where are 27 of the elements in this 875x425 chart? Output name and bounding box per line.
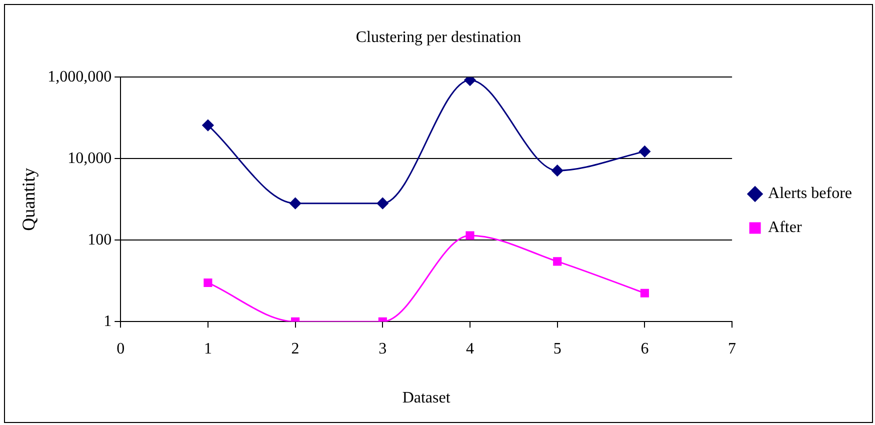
x-tick-label: 1 xyxy=(204,340,212,358)
point xyxy=(290,198,302,210)
x-axis-title: Dataset xyxy=(402,390,451,407)
legend-label: Alerts before xyxy=(768,185,852,202)
x-tick-label: 0 xyxy=(116,340,125,358)
point xyxy=(466,231,474,240)
point xyxy=(553,257,562,266)
y-tick-label: 10,000 xyxy=(68,150,112,167)
y-tick-label: 1,000,000 xyxy=(48,68,112,86)
y-tick-label: 100 xyxy=(88,231,112,248)
x-tick-label: 2 xyxy=(291,340,300,358)
x-tick-label: 7 xyxy=(728,340,736,358)
point xyxy=(202,120,214,132)
point xyxy=(552,164,564,176)
point xyxy=(376,198,388,210)
x-tick-label: 4 xyxy=(466,340,474,358)
point xyxy=(204,278,212,288)
point xyxy=(638,146,650,158)
chart-title: Clustering per destination xyxy=(356,28,522,46)
legend-label: After xyxy=(768,219,802,236)
point xyxy=(640,288,649,298)
point xyxy=(464,77,476,86)
x-tick-label: 6 xyxy=(640,340,649,358)
x-tick-label: 5 xyxy=(553,340,562,358)
y-axis-title: Quantity xyxy=(18,168,39,231)
y-tick-label: 1 xyxy=(104,312,112,330)
x-tick-label: 3 xyxy=(378,340,387,358)
